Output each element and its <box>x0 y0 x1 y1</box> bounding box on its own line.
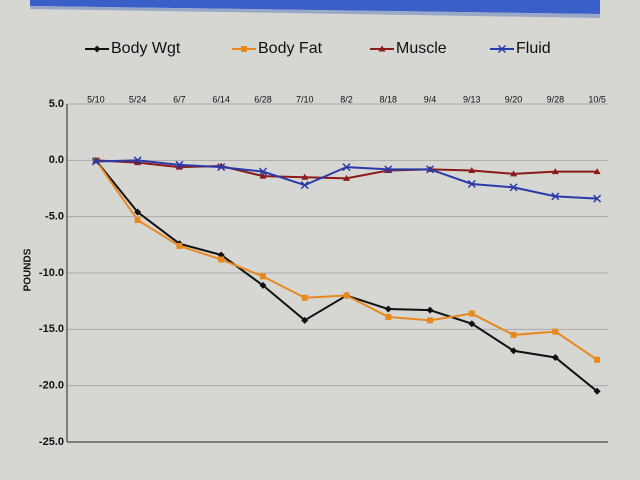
y-tick-label: -10.0 <box>39 267 64 279</box>
y-tick-label: -25.0 <box>39 436 64 448</box>
marker <box>301 294 308 301</box>
y-tick-label: -20.0 <box>39 380 64 392</box>
marker <box>301 316 309 324</box>
marker <box>384 165 393 174</box>
x-tick-label: 9/20 <box>505 94 523 104</box>
x-tick-label: 5/24 <box>129 94 147 104</box>
marker <box>300 181 309 190</box>
y-tick-label: -5.0 <box>45 211 64 223</box>
marker <box>342 163 351 172</box>
legend-marker <box>241 46 247 52</box>
marker <box>384 305 392 313</box>
marker <box>259 273 266 280</box>
marker <box>467 179 476 189</box>
marker <box>426 306 434 314</box>
x-tick-label: 6/7 <box>173 94 186 104</box>
x-tick-label: 10/5 <box>588 94 606 104</box>
legend-label: Fluid <box>516 40 551 57</box>
marker <box>175 160 184 169</box>
marker <box>133 156 142 165</box>
x-tick-label: 8/18 <box>380 94 398 104</box>
marker <box>217 163 226 172</box>
x-tick-label: 5/10 <box>87 94 105 104</box>
marker <box>510 331 517 338</box>
marker <box>176 242 183 249</box>
y-tick-label: 0.0 <box>49 154 64 166</box>
x-tick-label: 7/10 <box>296 94 314 104</box>
marker <box>259 172 267 179</box>
marker <box>134 217 141 224</box>
marker <box>301 173 309 180</box>
y-tick-label: -15.0 <box>39 323 64 335</box>
marker <box>594 356 601 363</box>
marker <box>134 159 142 166</box>
x-tick-label: 9/13 <box>463 94 481 104</box>
marker <box>551 168 559 175</box>
x-tick-label: 9/4 <box>424 94 437 104</box>
marker <box>258 167 267 176</box>
marker <box>510 347 518 355</box>
legend-label: Body Fat <box>258 40 323 57</box>
marker <box>593 194 602 203</box>
x-tick-label: 8/2 <box>340 94 353 104</box>
marker <box>427 317 434 324</box>
marker <box>385 313 392 320</box>
x-tick-label: 9/28 <box>547 94 565 104</box>
header-band-shadow <box>30 6 600 18</box>
x-tick-label: 6/14 <box>212 94 230 104</box>
x-tick-label: 6/28 <box>254 94 272 104</box>
marker <box>552 328 559 335</box>
header-band <box>30 0 600 14</box>
marker <box>468 320 476 328</box>
marker <box>551 354 559 361</box>
marker <box>91 157 100 166</box>
y-axis-label: POUNDS <box>23 248 34 291</box>
marker <box>426 165 435 174</box>
marker <box>259 281 267 289</box>
legend-label: Body Wgt <box>111 40 181 57</box>
marker <box>343 292 350 299</box>
legend-marker <box>93 45 101 53</box>
marker <box>593 168 601 175</box>
marker <box>510 170 518 177</box>
legend-marker <box>497 44 507 54</box>
marker <box>468 166 476 173</box>
legend-marker <box>378 45 386 52</box>
marker <box>468 310 475 317</box>
marker <box>343 174 350 181</box>
legend-label: Muscle <box>396 40 447 57</box>
marker <box>509 183 518 192</box>
marker <box>593 387 601 395</box>
y-tick-label: 5.0 <box>49 98 64 110</box>
marker <box>551 192 560 201</box>
marker <box>218 256 225 263</box>
marker <box>134 208 142 216</box>
marker <box>175 163 183 170</box>
